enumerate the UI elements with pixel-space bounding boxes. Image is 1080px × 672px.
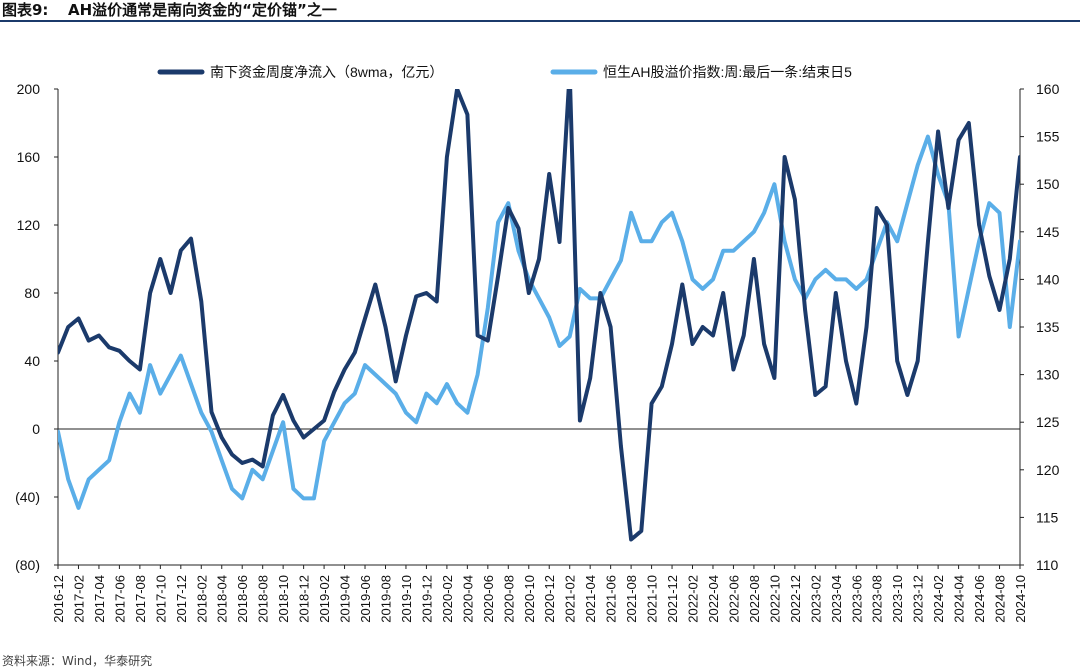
x-tick-label: 2017-10: [153, 575, 168, 623]
x-tick-label: 2017-06: [112, 575, 127, 623]
x-tick-label: 2021-02: [563, 575, 578, 623]
x-tick-label: 2022-04: [706, 575, 721, 623]
series-line-southbound-flow: [58, 89, 1020, 542]
left-tick-label: 160: [17, 149, 41, 165]
left-tick-label: (40): [15, 489, 40, 505]
x-tick-label: 2023-02: [808, 575, 823, 623]
x-tick-label: 2024-06: [972, 575, 987, 623]
x-tick-label: 2020-12: [542, 575, 557, 623]
x-tick-label: 2019-10: [399, 575, 414, 623]
x-tick-label: 2023-08: [870, 575, 885, 623]
right-tick-label: 160: [1036, 81, 1060, 97]
x-tick-label: 2021-04: [583, 575, 598, 623]
legend-item-southbound-flow-label: 南下资金周度净流入（8wma，亿元）: [210, 64, 443, 80]
x-tick-label: 2020-08: [501, 575, 516, 623]
x-tick-label: 2020-10: [522, 575, 537, 623]
x-tick-label: 2020-06: [481, 575, 496, 623]
x-tick-label: 2020-04: [460, 575, 475, 623]
x-tick-label: 2021-06: [604, 575, 619, 623]
x-tick-label: 2022-10: [767, 575, 782, 623]
left-tick-label: 200: [17, 81, 41, 97]
right-tick-label: 115: [1036, 509, 1059, 525]
figure-number: 图表9:: [2, 1, 49, 19]
right-tick-label: 110: [1036, 557, 1059, 573]
x-tick-label: 2021-12: [665, 575, 680, 623]
title-underline: [0, 20, 1080, 22]
x-tick-label: 2017-04: [92, 575, 107, 623]
x-tick-label: 2024-10: [1013, 575, 1028, 623]
x-tick-label: 2018-04: [215, 575, 230, 623]
chart-canvas: (80) (40) 0 40 80 120 160 200 110 115 120 125 130 135…: [15, 64, 1060, 623]
left-tick-label: 120: [17, 217, 41, 233]
right-tick-label: 135: [1036, 319, 1060, 335]
x-tick-label: 2023-12: [911, 575, 926, 623]
x-tick-label: 2023-06: [849, 575, 864, 623]
left-tick-label: 0: [32, 421, 40, 437]
x-tick-label: 2022-12: [788, 575, 803, 623]
x-tick-label: 2018-10: [276, 575, 291, 623]
right-tick-label: 155: [1036, 129, 1060, 145]
right-tick-label: 130: [1036, 367, 1060, 383]
x-tick-label: 2023-10: [890, 575, 905, 623]
x-tick-label: 2017-08: [133, 575, 148, 623]
left-tick-label: (80): [15, 557, 40, 573]
figure-title-bar: 图表9: AH溢价通常是南向资金的“定价锚”之一: [0, 0, 1080, 22]
x-tick-label: 2018-12: [297, 575, 312, 623]
left-tick-label: 80: [24, 285, 40, 301]
x-tick-label: 2024-02: [931, 575, 946, 623]
x-tick-label: 2022-06: [726, 575, 741, 623]
x-tick-label: 2018-02: [194, 575, 209, 623]
x-tick-label: 2018-08: [256, 575, 271, 623]
x-tick-label: 2017-02: [71, 575, 86, 623]
series-line-ah-premium: [58, 134, 1020, 510]
x-tick-label: 2022-08: [747, 575, 762, 623]
x-tick-label: 2019-06: [358, 575, 373, 623]
x-tick-label: 2021-08: [624, 575, 639, 623]
right-tick-label: 140: [1036, 271, 1060, 287]
x-tick-label: 2024-08: [993, 575, 1008, 623]
x-tick-label: 2019-04: [338, 575, 353, 623]
x-tick-label: 2019-02: [317, 575, 332, 623]
x-tick-label: 2019-12: [419, 575, 434, 623]
x-tick-label: 2021-10: [645, 575, 660, 623]
x-tick-label: 2019-08: [378, 575, 393, 623]
right-tick-label: 125: [1036, 414, 1060, 430]
left-tick-label: 40: [24, 353, 40, 369]
x-tick-label: 2018-06: [235, 575, 250, 623]
x-tick-label: 2023-04: [829, 575, 844, 623]
right-tick-label: 150: [1036, 176, 1060, 192]
right-tick-label: 120: [1036, 462, 1060, 478]
source-note: 资料来源：Wind，华泰研究: [2, 654, 153, 668]
figure-title: AH溢价通常是南向资金的“定价锚”之一: [68, 1, 337, 19]
x-tick-label: 2022-02: [686, 575, 701, 623]
x-tick-label: 2017-12: [174, 575, 189, 623]
right-tick-label: 145: [1036, 224, 1060, 240]
x-tick-label: 2020-02: [440, 575, 455, 623]
x-tick-label: 2016-12: [51, 575, 66, 623]
x-tick-label: 2024-04: [952, 575, 967, 623]
legend-item-ah-premium-label: 恒生AH股溢价指数:周:最后一条:结束日5: [603, 64, 852, 80]
